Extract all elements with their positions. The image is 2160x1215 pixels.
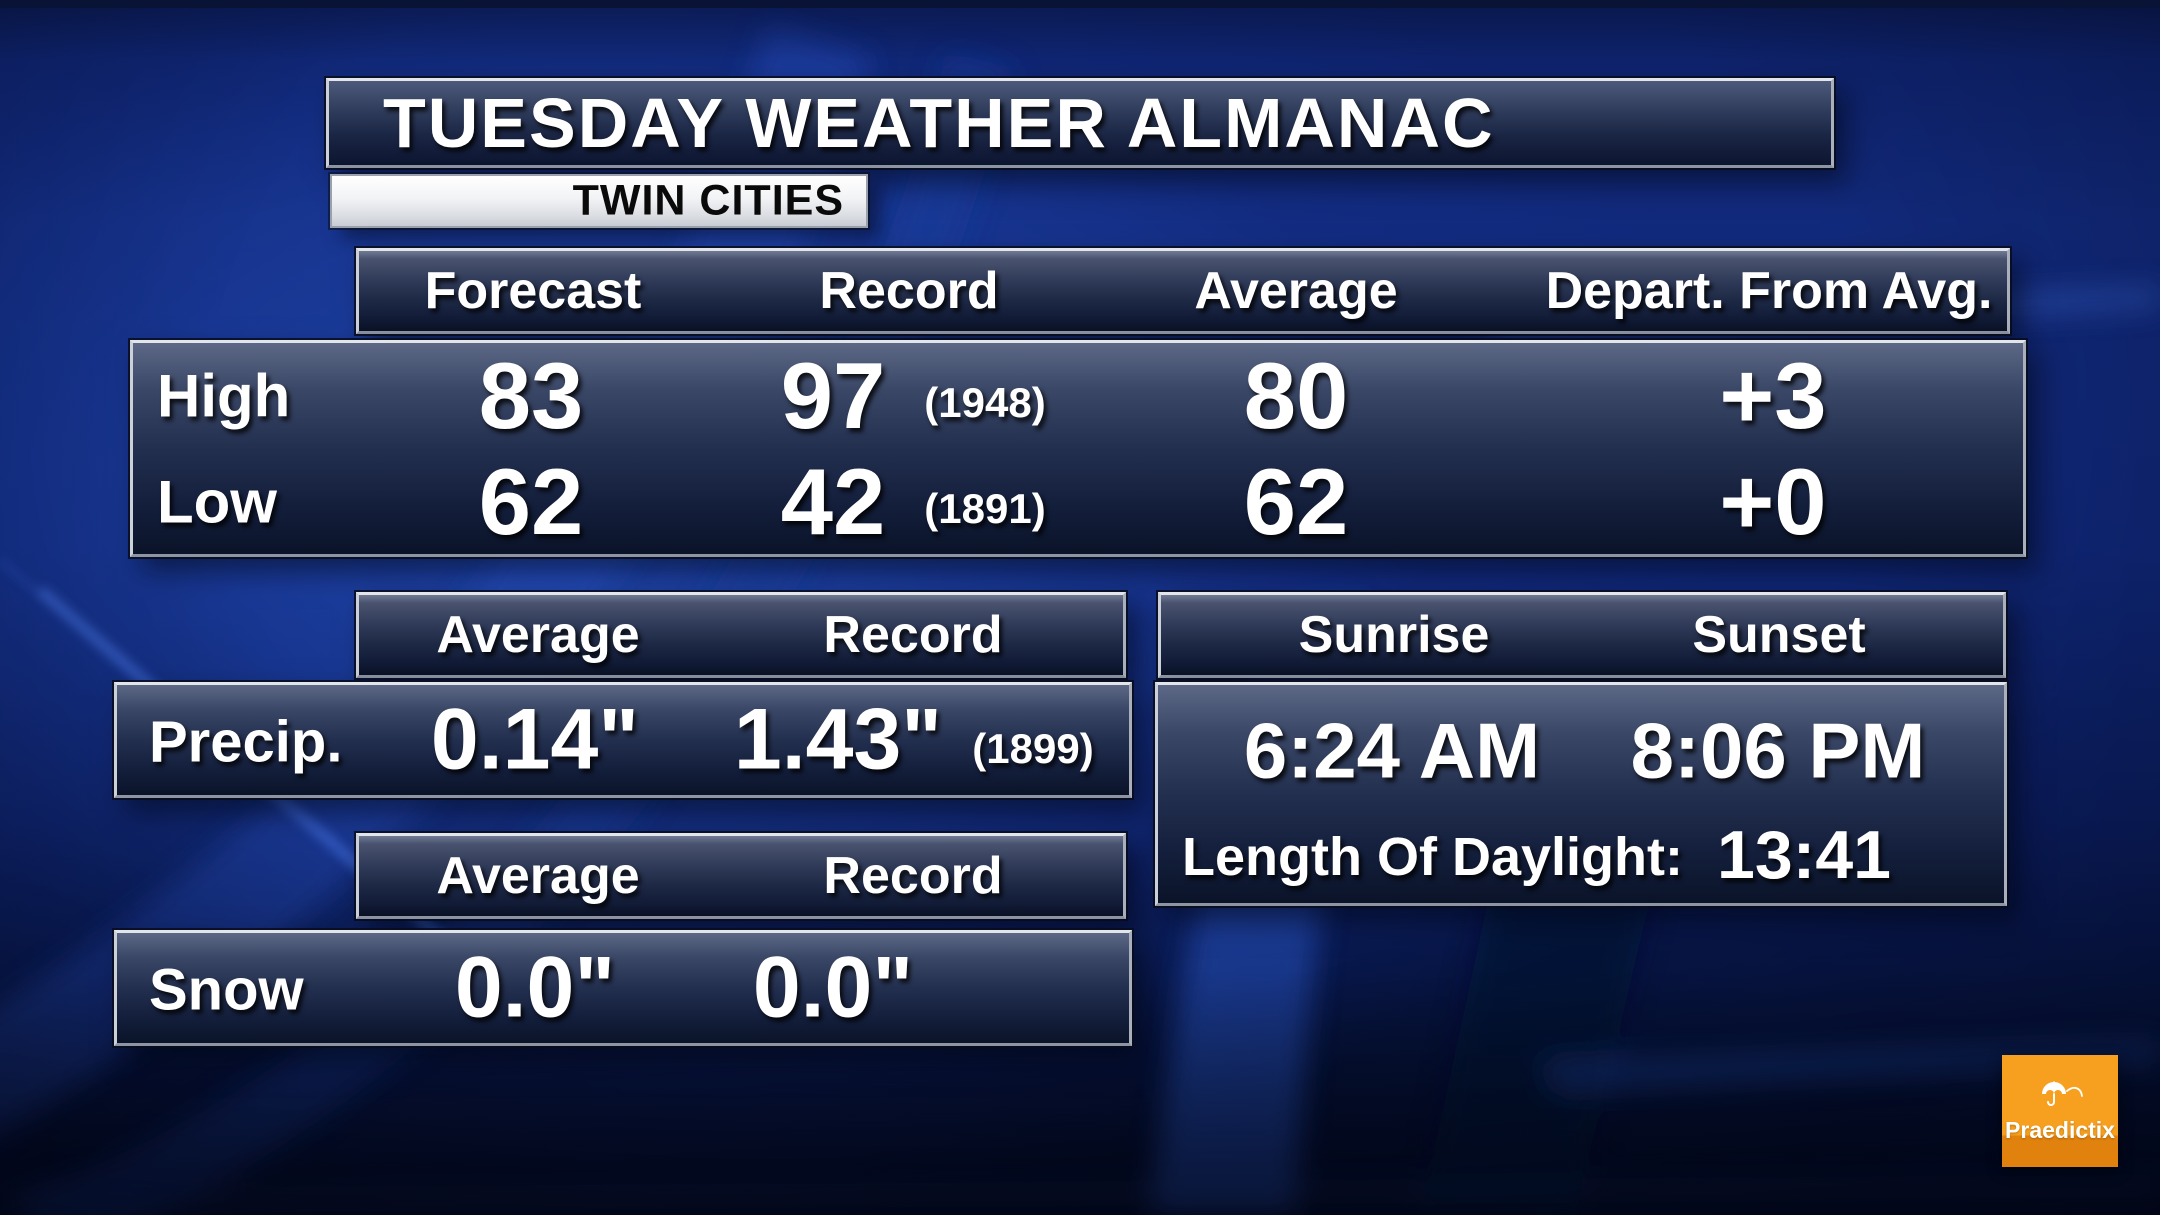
precip-panel: Precip. 0.14" 1.43" (1899) [114, 682, 1132, 798]
precip-column-header-average: Average [436, 606, 640, 664]
umbrella-icon [2042, 1081, 2083, 1106]
page-title: TUESDAY WEATHER ALMANAC [383, 84, 1495, 162]
precip-record-value: 1.43" [733, 691, 943, 788]
temperature-panel: High 83 97 (1948) 80 +3 Low 62 42 (1891)… [130, 340, 2026, 557]
table-row-low: Low 62 42 (1891) 62 +0 [133, 449, 2023, 555]
column-header-departure: Depart. From Avg. [1545, 262, 1993, 320]
daylight-value: 13:41 [1717, 817, 1891, 893]
low-average-value: 62 [1243, 449, 1349, 554]
snow-header-row: Average Record [356, 833, 1126, 919]
precip-column-header-record: Record [823, 606, 1003, 664]
low-record-year: (1891) [924, 485, 1046, 532]
high-record-year: (1948) [924, 379, 1046, 426]
high-departure-value: +3 [1719, 343, 1827, 448]
location-bar: TWIN CITIES [330, 174, 868, 228]
brand-name: Praedictix [2005, 1117, 2115, 1143]
low-record-value: 42 [780, 449, 886, 554]
column-header-average: Average [1194, 262, 1398, 320]
sunset-time-value: 8:06 PM [1630, 706, 1926, 795]
precip-average-value: 0.14" [430, 691, 640, 788]
precip-record-year: (1899) [972, 725, 1094, 772]
daylight-label: Length Of Daylight: [1182, 827, 1683, 887]
snow-column-header-average: Average [436, 847, 640, 905]
title-bar: TUESDAY WEATHER ALMANAC [326, 78, 1834, 168]
sun-panel: 6:24 AM 8:06 PM Length Of Daylight: 13:4… [1155, 682, 2007, 906]
column-header-record: Record [819, 262, 999, 320]
row-label-snow: Snow [149, 957, 304, 1023]
row-label-high: High [157, 362, 291, 430]
sun-column-header-sunset: Sunset [1692, 606, 1866, 664]
low-forecast-value: 62 [478, 449, 584, 554]
row-label-low: Low [157, 468, 277, 536]
location-label: TWIN CITIES [572, 176, 844, 225]
high-forecast-value: 83 [478, 343, 584, 448]
column-header-forecast: Forecast [424, 262, 642, 320]
high-average-value: 80 [1243, 343, 1349, 448]
high-record-value: 97 [780, 343, 886, 448]
row-label-precip: Precip. [149, 709, 343, 775]
snow-record-value: 0.0" [752, 939, 914, 1036]
low-departure-value: +0 [1719, 449, 1827, 554]
table-row-high: High 83 97 (1948) 80 +3 [133, 343, 2023, 449]
temperature-header-row: Forecast Record Average Depart. From Avg… [356, 248, 2010, 334]
top-letterbox-strip [0, 0, 2160, 8]
praedictix-logo: Praedictix [2002, 1055, 2118, 1167]
snow-panel: Snow 0.0" 0.0" [114, 930, 1132, 1046]
sunrise-time-value: 6:24 AM [1243, 706, 1541, 795]
sun-header-row: Sunrise Sunset [1158, 592, 2006, 678]
sun-column-header-sunrise: Sunrise [1298, 606, 1490, 664]
snow-average-value: 0.0" [454, 939, 616, 1036]
snow-column-header-record: Record [823, 847, 1003, 905]
precip-header-row: Average Record [356, 592, 1126, 678]
